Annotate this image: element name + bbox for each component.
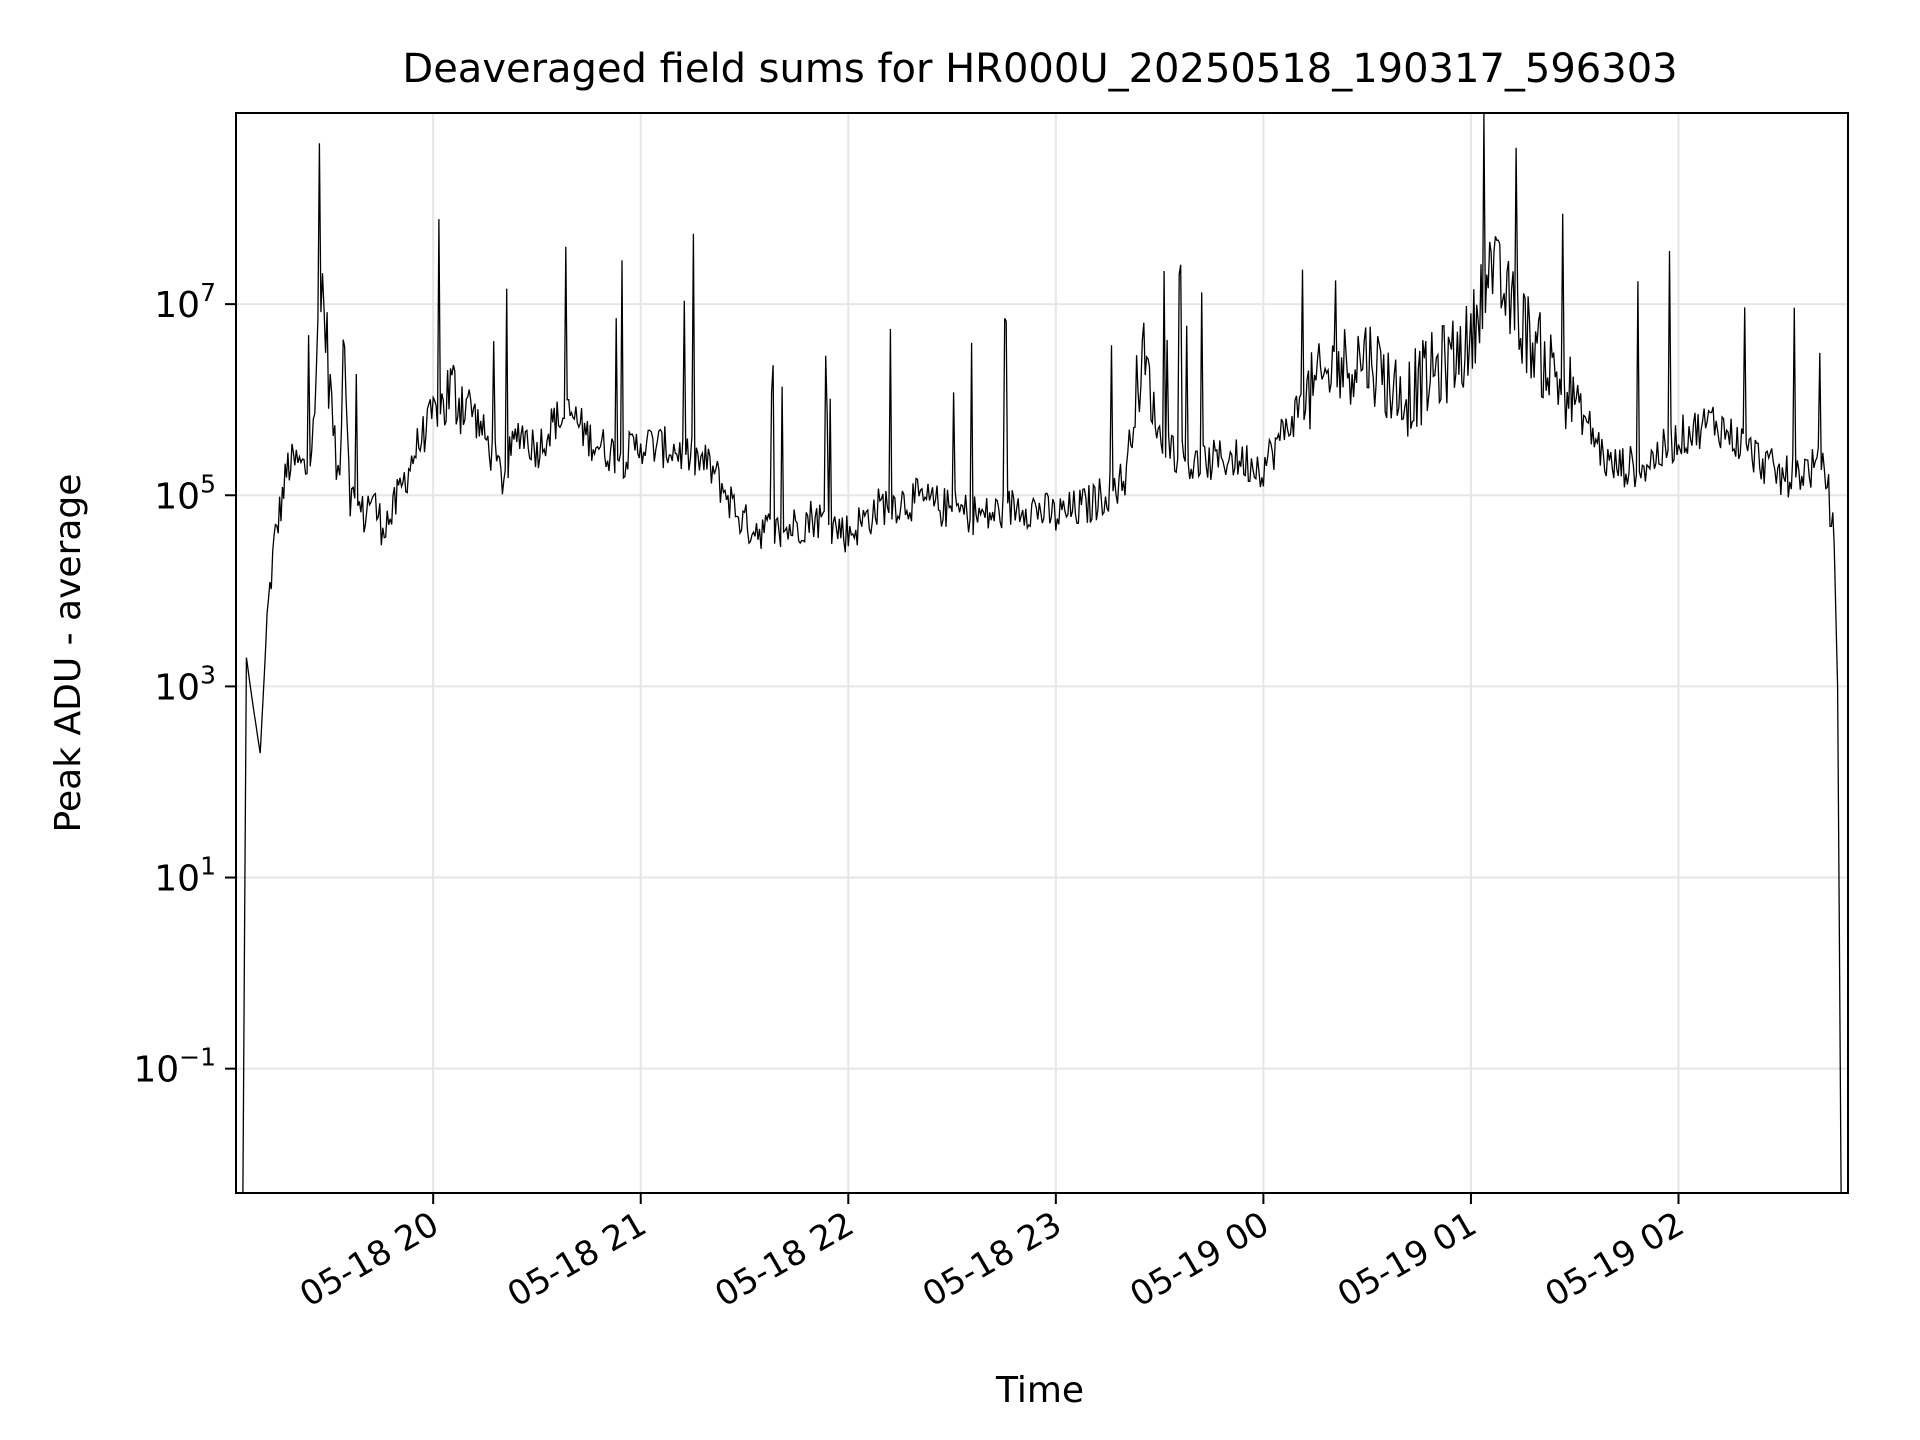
y-axis-label: Peak ADU - average: [48, 474, 89, 833]
chart-title: Deaveraged field sums for HR000U_2025051…: [402, 46, 1677, 92]
x-axis-label: Time: [995, 1370, 1084, 1411]
